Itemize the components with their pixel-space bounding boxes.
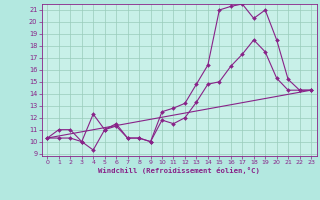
X-axis label: Windchill (Refroidissement éolien,°C): Windchill (Refroidissement éolien,°C) — [98, 167, 260, 174]
